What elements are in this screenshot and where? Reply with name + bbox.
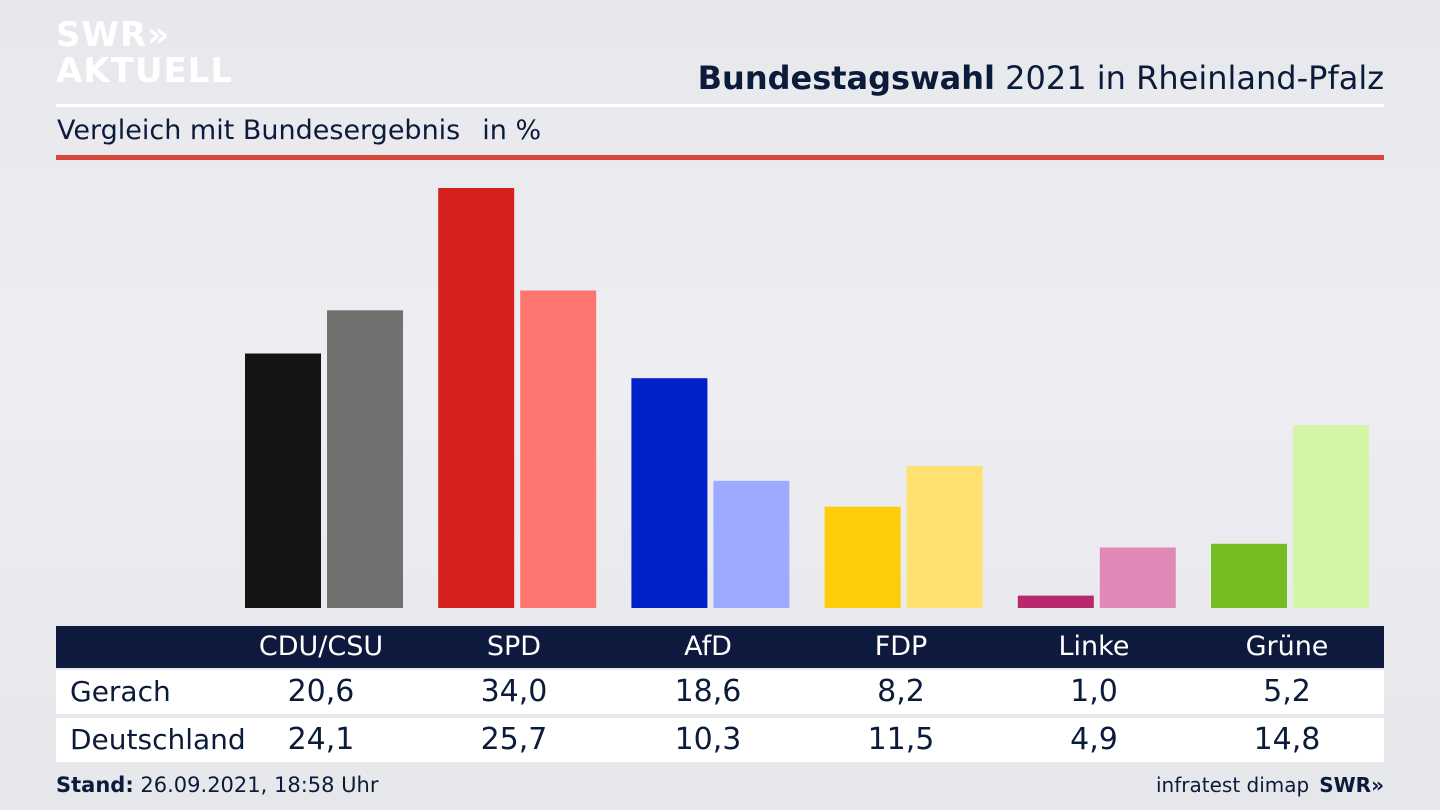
bar-afd-gerach bbox=[631, 378, 708, 608]
bar-spd-gerach bbox=[438, 188, 515, 608]
chart-subtitle: Vergleich mit Bundesergebnis in % bbox=[57, 114, 541, 148]
bar-linke-gerach bbox=[1017, 595, 1094, 608]
table-cell: 1,0 bbox=[1070, 674, 1118, 709]
source-credit: infratest dimap SWR» bbox=[1156, 772, 1384, 798]
row-label: Gerach bbox=[70, 675, 171, 708]
header-fdp: FDP bbox=[874, 631, 928, 662]
swr-aktuell-logo: SWR» AKTUELL bbox=[56, 18, 233, 88]
header-afd: AfD bbox=[684, 631, 732, 662]
table-cell: 34,0 bbox=[480, 674, 548, 709]
subtitle-text: Vergleich mit Bundesergebnis bbox=[57, 115, 461, 146]
bar-cdu-csu-deutschland bbox=[327, 310, 403, 608]
header-spd: SPD bbox=[486, 631, 542, 662]
stand-value: 26.09.2021, 18:58 Uhr bbox=[133, 773, 379, 797]
table-row-gerach: Gerach 20,6 34,0 18,6 8,2 1,0 5,2 bbox=[56, 670, 1384, 714]
header-cdu-csu: CDU/CSU bbox=[258, 631, 384, 662]
header-gruene: Grüne bbox=[1245, 631, 1329, 662]
title-divider bbox=[56, 104, 1384, 107]
header-linke: Linke bbox=[1058, 631, 1130, 662]
subtitle-unit: in % bbox=[482, 115, 542, 146]
stand-label: Stand: bbox=[56, 773, 134, 797]
title-rest: 2021 in Rheinland-Pfalz bbox=[995, 59, 1384, 97]
bar-fdp-gerach bbox=[824, 506, 901, 608]
page-title: Bundestagswahl 2021 in Rheinland-Pfalz bbox=[698, 58, 1384, 98]
bar-chart bbox=[245, 188, 1369, 608]
source-text: infratest dimap bbox=[1156, 773, 1310, 797]
table-header: CDU/CSU SPD AfD FDP Linke Grüne bbox=[56, 626, 1384, 668]
table-cell: 11,5 bbox=[867, 722, 935, 757]
bar-cdu-csu-gerach bbox=[245, 353, 321, 608]
table-cell: 4,9 bbox=[1070, 722, 1118, 757]
table-cell: 8,2 bbox=[877, 674, 925, 709]
swr-footer-logo: SWR» bbox=[1319, 773, 1384, 797]
table-row-deutschland: Deutschland 24,1 25,7 10,3 11,5 4,9 14,8 bbox=[56, 718, 1384, 762]
logo-line-2: AKTUELL bbox=[56, 51, 234, 91]
bar-gr-ne-deutschland bbox=[1293, 425, 1369, 608]
title-bold: Bundestagswahl bbox=[697, 59, 995, 97]
subtitle-divider bbox=[56, 155, 1384, 160]
table-cell: 10,3 bbox=[674, 722, 742, 757]
bar-fdp-deutschland bbox=[906, 465, 983, 608]
bar-gr-ne-gerach bbox=[1211, 543, 1287, 608]
table-cell: 18,6 bbox=[674, 674, 742, 709]
table-cell: 14,8 bbox=[1253, 722, 1321, 757]
timestamp: Stand: 26.09.2021, 18:58 Uhr bbox=[56, 771, 379, 799]
row-label: Deutschland bbox=[70, 723, 246, 756]
table-cell: 25,7 bbox=[480, 722, 548, 757]
logo-line-1: SWR» bbox=[56, 15, 171, 55]
table-cell: 24,1 bbox=[287, 722, 355, 757]
results-table: CDU/CSU SPD AfD FDP Linke Grüne Gerach 2… bbox=[56, 626, 1384, 762]
bar-linke-deutschland bbox=[1099, 547, 1176, 608]
table-cell: 5,2 bbox=[1263, 674, 1311, 709]
bar-afd-deutschland bbox=[713, 480, 790, 608]
table-cell: 20,6 bbox=[287, 674, 355, 709]
bar-spd-deutschland bbox=[520, 290, 597, 608]
